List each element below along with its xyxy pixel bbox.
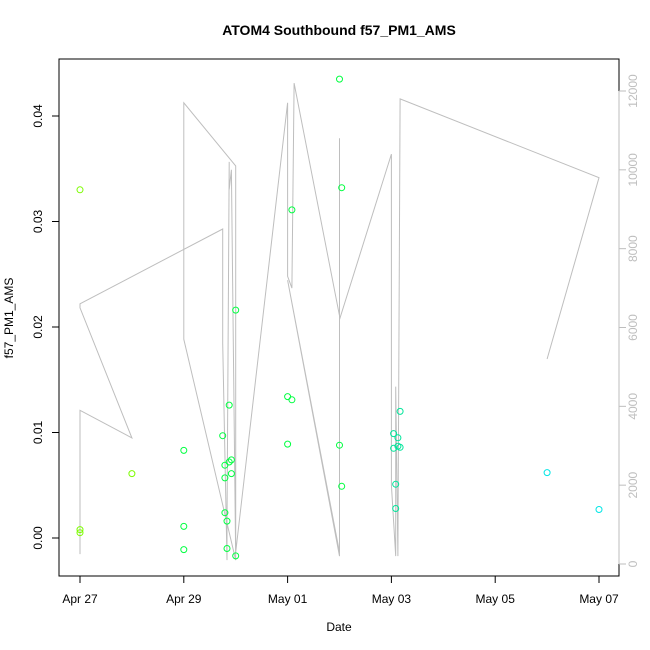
data-point — [284, 393, 292, 401]
y-tick-label: 0.04 — [31, 104, 45, 128]
y-axis-label: f57_PM1_AMS — [2, 278, 16, 359]
y-tick-label: 0.02 — [31, 315, 45, 339]
data-point — [221, 509, 229, 517]
y2-tick-label: 4000 — [626, 393, 640, 420]
data-point — [219, 432, 227, 440]
data-point — [338, 184, 346, 192]
data-point — [336, 441, 343, 449]
data-point — [394, 434, 402, 442]
data-point — [227, 470, 235, 478]
data-point — [227, 456, 235, 464]
point-layer — [76, 75, 603, 560]
data-point — [232, 306, 240, 314]
x-tick-label: Apr 27 — [62, 592, 98, 606]
data-point — [396, 407, 404, 415]
data-point — [76, 186, 84, 194]
data-point — [543, 469, 551, 477]
data-point — [180, 546, 188, 554]
data-point — [396, 443, 404, 451]
data-point — [288, 396, 296, 404]
data-point — [180, 522, 188, 530]
data-point — [225, 458, 233, 466]
data-point — [128, 470, 136, 478]
data-point — [76, 529, 84, 537]
x-tick-label: May 03 — [372, 592, 412, 606]
y2-tick-label: 8000 — [626, 235, 640, 262]
y2-axis: 0 2000 4000 6000 8000 10000 12000 — [618, 74, 640, 567]
chart-title: ATOM4 Southbound f57_PM1_AMS — [222, 22, 456, 38]
data-point — [221, 474, 229, 482]
x-tick-label: May 05 — [476, 592, 516, 606]
y-tick-label: 0.03 — [31, 209, 45, 233]
x-axis-label: Date — [326, 620, 352, 634]
y2-tick-label: 10000 — [626, 153, 640, 187]
y2-tick-label: 12000 — [626, 74, 640, 108]
x-tick-label: May 07 — [579, 592, 619, 606]
y-tick-label: 0.01 — [31, 420, 45, 444]
data-point — [76, 526, 84, 534]
y2-line-layer — [79, 83, 600, 561]
y2-tick-label: 6000 — [626, 314, 640, 341]
y2-tick-label: 2000 — [626, 471, 640, 498]
data-point — [225, 401, 233, 409]
data-point — [232, 552, 240, 560]
data-point — [336, 75, 343, 83]
y2-tick-label: 0 — [626, 560, 640, 567]
data-point — [595, 506, 603, 513]
data-point — [223, 517, 231, 525]
data-point — [392, 505, 400, 512]
x-tick-label: Apr 29 — [166, 592, 202, 606]
x-axis: Apr 27 Apr 29 May 01 May 03 May 05 May 07 — [62, 575, 619, 606]
y-axis: 0.00 0.01 0.02 0.03 0.04 — [31, 104, 60, 550]
data-point — [223, 545, 231, 552]
y2-series-line — [79, 83, 600, 561]
data-point — [180, 446, 188, 454]
data-point — [338, 482, 346, 490]
y-tick-label: 0.00 — [31, 526, 45, 550]
data-point — [392, 480, 400, 488]
x-tick-label: May 01 — [268, 592, 308, 606]
data-point — [288, 206, 296, 214]
data-point — [284, 440, 292, 448]
data-point — [390, 444, 398, 452]
data-point — [390, 430, 398, 438]
